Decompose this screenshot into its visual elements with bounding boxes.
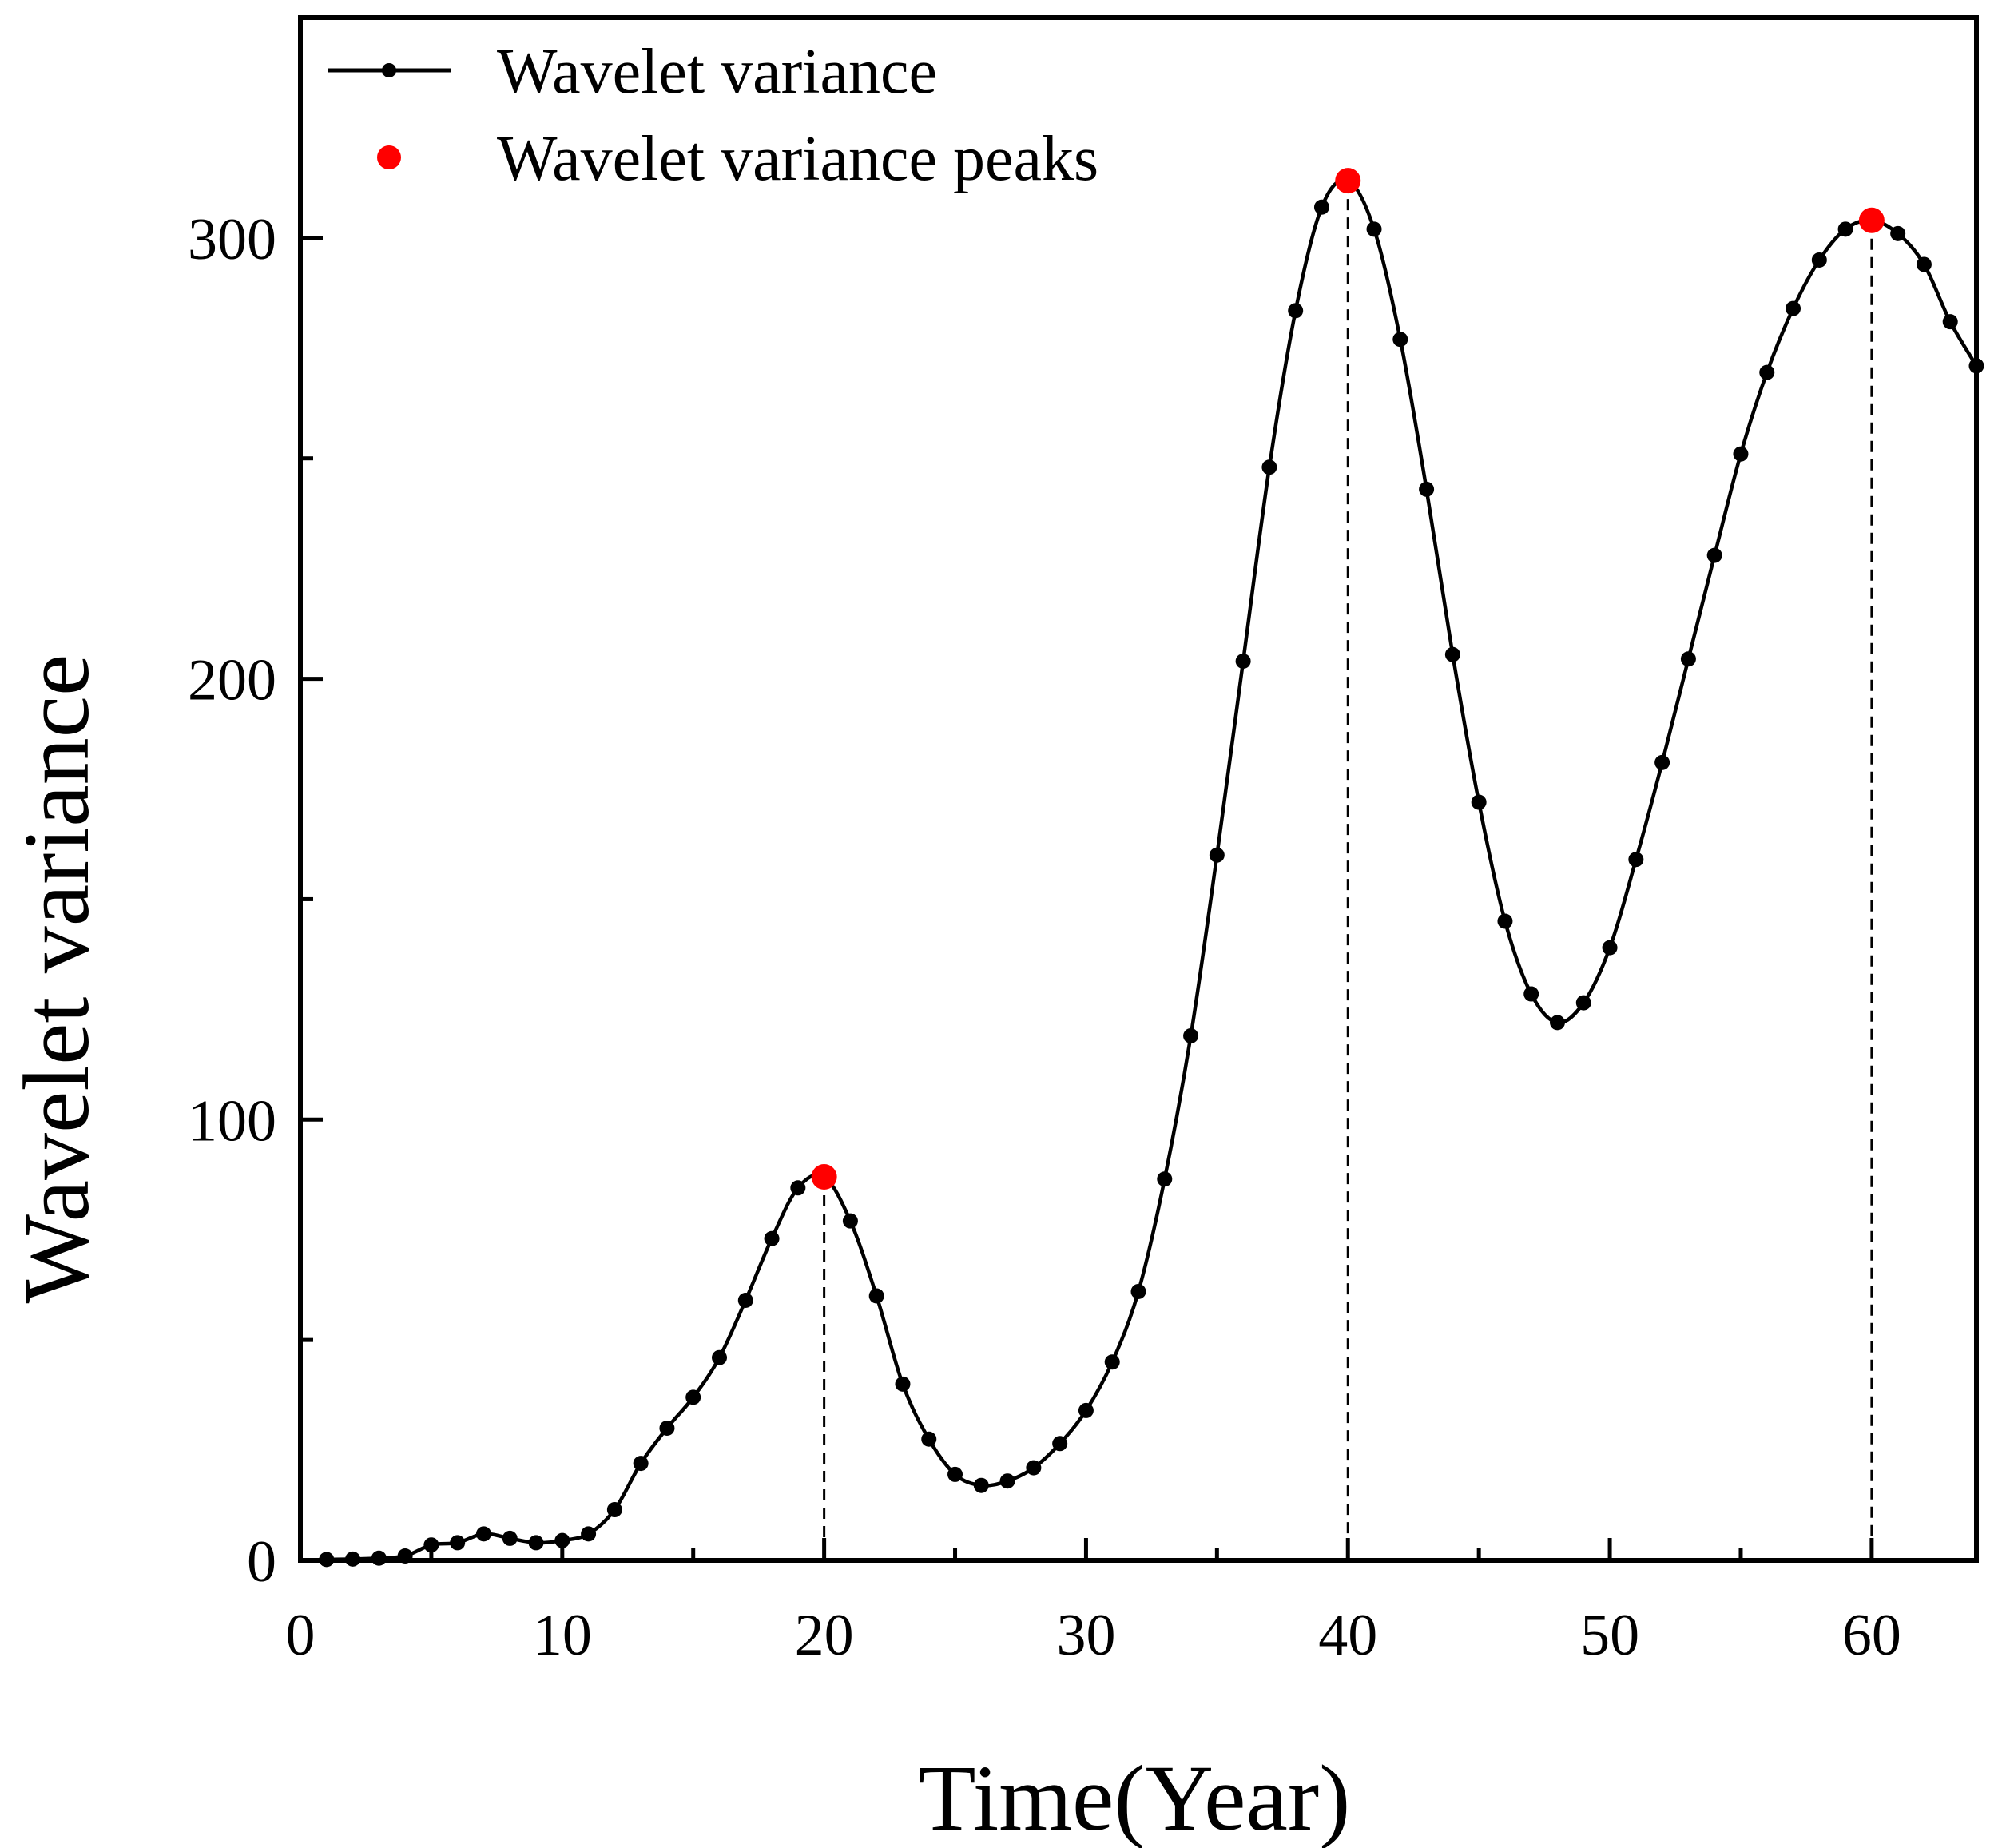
wavelet-variance-series	[326, 177, 1978, 1562]
wavelet-variance-point	[633, 1456, 649, 1472]
y-tick-label: 100	[188, 1088, 276, 1154]
legend-label-wavelet-variance-peaks: Wavelet variance peaks	[497, 124, 1098, 194]
legend: Wavelet variance Wavelet variance peaks	[328, 37, 1098, 194]
wavelet-variance-point	[1130, 1283, 1146, 1299]
wavelet-variance-point	[1575, 995, 1591, 1011]
wavelet-variance-peak-point	[1858, 207, 1885, 233]
x-tick-label: 50	[1580, 1603, 1639, 1668]
wavelet-variance-point	[1366, 221, 1382, 237]
wavelet-variance-point	[1235, 654, 1251, 670]
x-tick-label: 10	[533, 1603, 592, 1668]
legend-line-marker	[382, 63, 396, 77]
wavelet-variance-point	[1026, 1460, 1042, 1476]
wavelet-variance-point	[1261, 459, 1277, 475]
wavelet-variance-point	[1706, 547, 1722, 563]
wavelet-variance-point	[528, 1535, 544, 1551]
wavelet-variance-point	[1890, 225, 1906, 241]
wavelet-variance-peaks-series	[811, 168, 1885, 1190]
peak-guide-lines	[823, 181, 1873, 1560]
x-tick-label: 0	[286, 1603, 316, 1668]
wavelet-variance-point	[1759, 364, 1775, 380]
wavelet-variance-point	[737, 1292, 753, 1308]
x-tick-label: 20	[795, 1603, 854, 1668]
x-tick-label: 30	[1056, 1603, 1115, 1668]
wavelet-variance-point	[842, 1213, 858, 1229]
wavelet-variance-point	[1444, 646, 1460, 662]
wavelet-variance-point	[947, 1466, 963, 1482]
wavelet-variance-point	[1104, 1354, 1120, 1370]
legend-label-wavelet-variance: Wavelet variance	[497, 37, 937, 107]
wavelet-variance-point	[1654, 754, 1670, 770]
wavelet-variance-point	[1628, 852, 1644, 868]
wavelet-variance-point	[921, 1431, 937, 1447]
wavelet-variance-point	[1288, 303, 1304, 319]
wavelet-variance-point	[502, 1530, 518, 1546]
wavelet-variance-point	[1209, 847, 1225, 863]
wavelet-variance-point	[764, 1230, 780, 1246]
wavelet-variance-point	[1786, 300, 1801, 316]
y-tick-label: 300	[188, 207, 276, 272]
y-axis-title: Wavelet variance	[4, 654, 109, 1304]
wavelet-variance-point	[1523, 986, 1539, 1002]
wavelet-variance-point	[606, 1502, 622, 1518]
wavelet-variance-point	[659, 1420, 675, 1436]
y-tick-label: 0	[247, 1529, 276, 1595]
wavelet-variance-point	[1497, 913, 1513, 929]
wavelet-variance-point	[1078, 1402, 1094, 1418]
wavelet-variance-point	[1602, 940, 1618, 956]
wavelet-variance-point	[581, 1526, 597, 1542]
wavelet-variance-point	[1811, 252, 1827, 268]
wavelet-variance-point	[1419, 481, 1435, 497]
wavelet-variance-point	[973, 1477, 989, 1493]
wavelet-variance-point	[423, 1537, 439, 1553]
wavelet-variance-point	[1916, 256, 1932, 272]
wavelet-variance-point	[1183, 1027, 1199, 1043]
wavelet-variance-point	[1942, 314, 1958, 330]
y-tick-label: 200	[188, 648, 276, 713]
legend-peak-marker	[377, 145, 401, 169]
wavelet-variance-point	[475, 1526, 491, 1542]
wavelet-variance-points	[319, 173, 1984, 1568]
wavelet-variance-point	[790, 1180, 806, 1196]
wavelet-variance-point	[1157, 1171, 1173, 1187]
wavelet-variance-point	[999, 1473, 1015, 1489]
wavelet-variance-peak-point	[1335, 168, 1361, 194]
wavelet-variance-point	[895, 1376, 911, 1392]
wavelet-variance-point	[1837, 221, 1853, 237]
plot-frame	[298, 15, 1979, 1563]
wavelet-variance-point	[450, 1535, 466, 1551]
wavelet-variance-point	[712, 1349, 727, 1365]
wavelet-variance-point	[1680, 651, 1696, 667]
axes	[298, 15, 1979, 1563]
wavelet-variance-point	[1392, 332, 1408, 348]
wavelet-variance-point	[1471, 794, 1487, 810]
x-tick-label: 60	[1842, 1603, 1901, 1668]
wavelet-variance-line	[326, 177, 1978, 1562]
wavelet-variance-point	[1550, 1015, 1565, 1031]
wavelet-variance-point	[1733, 446, 1749, 462]
x-axis-title: Time(Year)	[919, 1746, 1351, 1848]
wavelet-variance-point	[868, 1288, 884, 1304]
wavelet-variance-point	[685, 1389, 701, 1405]
ticks: 0 10 20 30 40 50 60 0 100 200 300	[188, 207, 1901, 1668]
wavelet-variance-peak-point	[811, 1164, 837, 1190]
wavelet-variance-point	[1313, 199, 1329, 215]
wavelet-variance-point	[1052, 1436, 1068, 1452]
x-tick-label: 40	[1318, 1603, 1377, 1668]
